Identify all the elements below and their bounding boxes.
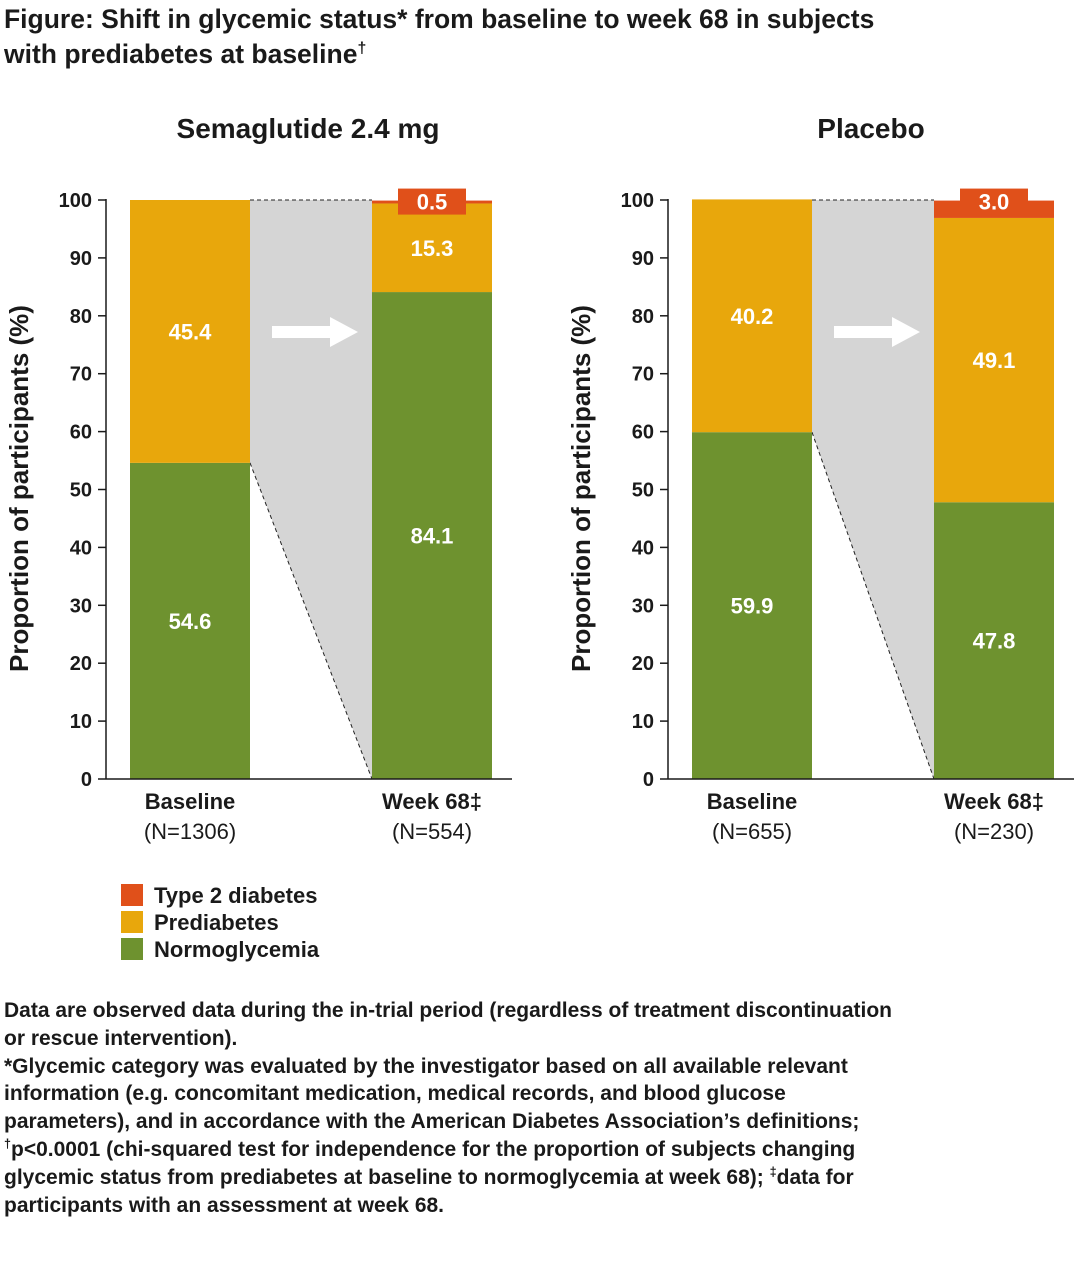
y-tick-label: 100 <box>59 190 92 212</box>
y-tick-label: 40 <box>70 537 92 559</box>
legend-label: Type 2 diabetes <box>154 883 317 908</box>
y-tick-label: 30 <box>632 595 654 617</box>
footnotes: Data are observed data during the in-tri… <box>4 997 892 1219</box>
y-axis-label: Proportion of participants (%) <box>566 305 596 672</box>
footnote-line: Data are observed data during the in-tri… <box>4 999 892 1022</box>
y-axis-label: Proportion of participants (%) <box>4 305 34 672</box>
bar-segment-normoglycemia <box>372 292 492 779</box>
legend-swatch <box>121 938 143 960</box>
data-label-box <box>398 188 466 215</box>
y-tick-label: 60 <box>632 422 654 444</box>
transition-dashed-line <box>811 432 935 780</box>
y-tick-label: 80 <box>70 306 92 328</box>
bar-segment-prediabetes <box>372 203 492 293</box>
y-tick-label: 80 <box>632 306 654 328</box>
y-tick-label: 90 <box>70 248 92 270</box>
data-label: 3.0 <box>979 190 1010 215</box>
panel-title: Semaglutide 2.4 mg <box>177 113 440 144</box>
panel-0: Semaglutide 2.4 mg 54.6 45.4 Baseline (N=130… <box>4 113 512 844</box>
figure-title-line: with prediabetes at baseline† <box>4 39 367 69</box>
legend-swatch <box>121 884 143 906</box>
legend-label: Normoglycemia <box>154 937 320 962</box>
y-tick-label: 50 <box>70 480 92 502</box>
y-tick-label: 0 <box>643 769 654 791</box>
data-label: 0.5 <box>417 190 448 215</box>
panel-title: Placebo <box>817 113 924 144</box>
data-label: 54.6 <box>169 609 212 634</box>
y-tick-label: 10 <box>70 711 92 733</box>
y-tick-label: 40 <box>632 537 654 559</box>
legend-label: Prediabetes <box>154 910 279 935</box>
bar-segment-normoglycemia <box>934 502 1054 779</box>
bar-segment-normoglycemia <box>130 462 250 779</box>
figure-title-line: Figure: Shift in glycemic status* from b… <box>4 4 875 34</box>
figure-title: Figure: Shift in glycemic status* from b… <box>4 2 874 72</box>
data-label: 47.8 <box>973 629 1016 654</box>
y-tick-label: 20 <box>70 653 92 675</box>
transition-area <box>250 200 372 779</box>
category-label: Week 68‡ <box>944 789 1044 814</box>
legend-swatch <box>121 911 143 933</box>
y-tick-label: 10 <box>632 711 654 733</box>
category-n-label: (N=1306) <box>144 819 236 844</box>
data-label-box <box>960 188 1028 215</box>
y-tick-label: 70 <box>70 364 92 386</box>
category-n-label: (N=554) <box>392 819 472 844</box>
category-label: Baseline <box>145 789 236 814</box>
data-label: 15.3 <box>411 236 454 261</box>
transition-area <box>812 200 934 779</box>
y-tick-label: 100 <box>621 190 654 212</box>
footnote-line: parameters), and in accordance with the … <box>4 1110 860 1134</box>
bar-segment-prediabetes <box>934 217 1054 503</box>
bar-segment-normoglycemia <box>692 432 812 779</box>
footnote-line: †p<0.0001 (chi-squared test for independ… <box>4 1136 856 1161</box>
category-n-label: (N=655) <box>712 819 792 844</box>
data-label: 40.2 <box>731 304 774 329</box>
bar-segment-prediabetes <box>130 200 250 463</box>
y-tick-label: 90 <box>632 248 654 270</box>
y-tick-label: 60 <box>70 422 92 444</box>
arrow-icon <box>272 317 358 347</box>
panel-1: Placebo 59.9 40.2 Baseline (N=655) 47.8 49.1 3.… <box>566 113 1074 844</box>
footnote-line: glycemic status from prediabetes at base… <box>4 1164 854 1189</box>
category-label: Baseline <box>707 789 798 814</box>
footnote-line: information (e.g. concomitant medication… <box>4 1082 786 1106</box>
y-tick-label: 50 <box>632 480 654 502</box>
footnote-line: participants with an assessment at week … <box>4 1193 445 1217</box>
data-label: 84.1 <box>411 524 454 549</box>
transition-dashed-line <box>249 462 373 780</box>
y-tick-label: 30 <box>70 595 92 617</box>
y-tick-label: 0 <box>81 769 92 791</box>
data-label: 49.1 <box>973 348 1016 373</box>
y-tick-label: 70 <box>632 364 654 386</box>
data-label: 45.4 <box>169 319 213 344</box>
footnote-line: or rescue intervention). <box>4 1026 238 1050</box>
arrow-icon <box>834 317 920 347</box>
y-tick-label: 20 <box>632 653 654 675</box>
category-label: Week 68‡ <box>382 789 482 814</box>
bar-segment-prediabetes <box>692 199 812 433</box>
footnote-line: *Glycemic category was evaluated by the … <box>4 1054 848 1078</box>
data-label: 59.9 <box>731 594 774 619</box>
category-n-label: (N=230) <box>954 819 1034 844</box>
